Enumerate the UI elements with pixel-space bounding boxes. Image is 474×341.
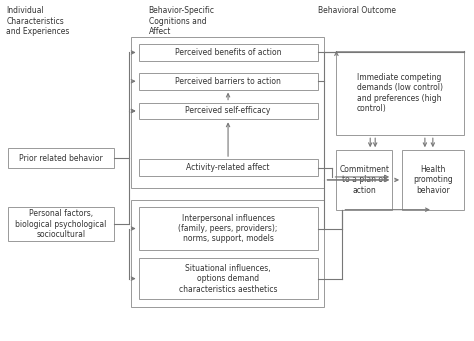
Text: Commitment
to a plan of
action: Commitment to a plan of action xyxy=(339,165,389,195)
Text: Health
promoting
behavior: Health promoting behavior xyxy=(413,165,453,195)
FancyBboxPatch shape xyxy=(402,150,464,210)
FancyBboxPatch shape xyxy=(337,51,464,135)
FancyBboxPatch shape xyxy=(138,207,318,250)
Text: Interpersonal influences
(family, peers, providers);
norms, support, models: Interpersonal influences (family, peers,… xyxy=(178,213,278,243)
Text: Situational influences,
options demand
characteristics aesthetics: Situational influences, options demand c… xyxy=(179,264,277,294)
FancyBboxPatch shape xyxy=(138,159,318,176)
Text: Perceived benefits of action: Perceived benefits of action xyxy=(175,48,281,57)
FancyBboxPatch shape xyxy=(138,258,318,299)
Text: Behavior-Specific
Cognitions and
Affect: Behavior-Specific Cognitions and Affect xyxy=(148,6,215,36)
Text: Individual
Characteristics
and Experiences: Individual Characteristics and Experienc… xyxy=(6,6,70,36)
FancyBboxPatch shape xyxy=(138,103,318,119)
Text: Prior related behavior: Prior related behavior xyxy=(19,153,103,163)
Text: Behavioral Outcome: Behavioral Outcome xyxy=(318,6,395,15)
Text: Perceived self-efficacy: Perceived self-efficacy xyxy=(185,106,271,116)
Text: Activity-related affect: Activity-related affect xyxy=(186,163,270,172)
FancyBboxPatch shape xyxy=(138,44,318,61)
Text: Immediate competing
demands (low control)
and preferences (high
control): Immediate competing demands (low control… xyxy=(357,73,443,113)
FancyBboxPatch shape xyxy=(337,150,392,210)
Text: Perceived barriers to action: Perceived barriers to action xyxy=(175,77,281,86)
Text: Personal factors,
biological psychological
sociocultural: Personal factors, biological psychologic… xyxy=(15,209,107,239)
FancyBboxPatch shape xyxy=(9,148,114,168)
FancyBboxPatch shape xyxy=(9,207,114,241)
FancyBboxPatch shape xyxy=(138,73,318,90)
